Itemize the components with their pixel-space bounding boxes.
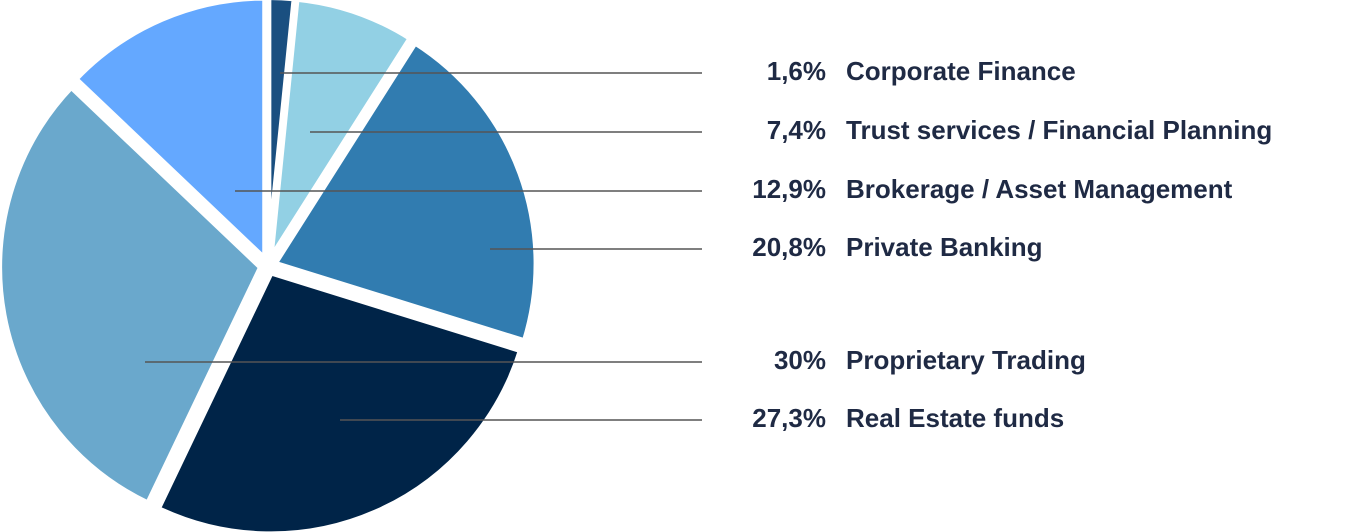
pie-slice (71, 0, 269, 267)
category-label: Corporate Finance (846, 56, 1076, 86)
value-label: 20,8% (752, 232, 826, 262)
pie-slice (153, 268, 525, 532)
pie-slice (0, 82, 265, 508)
value-label: 12,9% (752, 174, 826, 204)
value-label: 1,6% (767, 56, 826, 86)
value-label: 30% (774, 345, 826, 375)
category-label: Trust services / Financial Planning (846, 115, 1272, 145)
value-label: 27,3% (752, 403, 826, 433)
category-label: Proprietary Trading (846, 345, 1086, 375)
category-label: Brokerage / Asset Management (846, 174, 1233, 204)
pie-slice (267, 0, 415, 261)
value-label: 7,4% (767, 115, 826, 145)
pie-slice (269, 38, 540, 346)
category-label: Private Banking (846, 232, 1043, 262)
category-label: Real Estate funds (846, 403, 1064, 433)
